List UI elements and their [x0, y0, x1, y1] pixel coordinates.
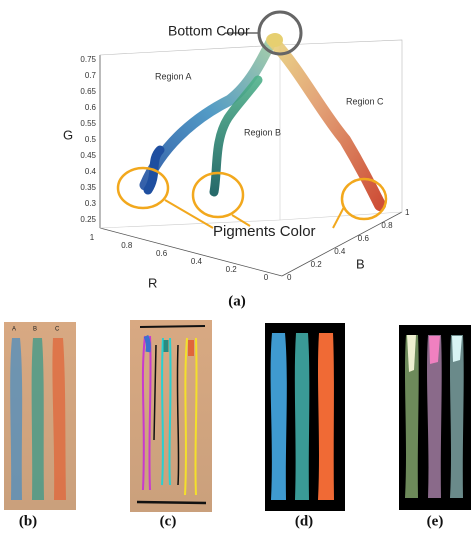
pigment-circle — [340, 177, 388, 221]
tick-label: 0.35 — [80, 183, 96, 192]
panel-c: (c) — [130, 320, 212, 529]
paint-strip — [143, 334, 151, 353]
paint-strip — [10, 338, 23, 500]
tick-label: 0.7 — [85, 71, 97, 80]
tick-label: 0.8 — [121, 241, 133, 250]
panel-e: (e) — [399, 325, 471, 529]
box-edge — [279, 211, 403, 221]
paint-strip — [31, 338, 44, 500]
cloud-region-c — [266, 34, 386, 211]
tick-label: 0.2 — [311, 260, 323, 269]
outline — [136, 500, 207, 505]
tick-label: 0.75 — [80, 55, 96, 64]
annotation: Region B — [244, 127, 281, 137]
annotation: Region A — [155, 71, 192, 81]
tick-label: 0.4 — [334, 247, 346, 256]
paint-strip — [407, 335, 416, 372]
strip-label: C — [55, 327, 60, 333]
paint-strip — [427, 335, 442, 498]
outline — [161, 337, 172, 486]
cloud-top — [267, 33, 283, 47]
panel-b: A B C (b) — [4, 322, 76, 529]
tick-label: 0.6 — [156, 249, 168, 258]
tick-label: 0 — [264, 273, 269, 282]
annotation: Bottom Color — [168, 23, 250, 39]
tick-label: 0.3 — [85, 199, 97, 208]
strip-label: B — [33, 327, 37, 333]
paint-strip — [52, 338, 66, 500]
b-axis — [281, 211, 403, 277]
pointer — [164, 199, 214, 229]
pointer — [332, 206, 345, 229]
box-edge — [99, 39, 403, 212]
caption: (b) — [19, 513, 37, 529]
panel-a: Bottom Color Region A Region B Region C … — [63, 10, 410, 309]
caption: (d) — [295, 513, 313, 529]
tick-label: 0.25 — [80, 215, 96, 224]
paint-strip — [452, 336, 462, 362]
paint-strip — [405, 335, 419, 498]
tick-label: 0.55 — [80, 119, 96, 128]
tick-label: 1 — [405, 208, 410, 217]
outline — [153, 344, 180, 486]
tick-label: 0.5 — [85, 135, 97, 144]
tick-label: 0.6 — [358, 234, 370, 243]
pigment-circle — [116, 166, 170, 210]
tick-label: 1 — [90, 233, 95, 242]
panel-d: (d) — [265, 323, 345, 529]
paint-strip — [294, 333, 310, 500]
tick-label: 0.4 — [191, 257, 203, 266]
axis-label: R — [148, 275, 157, 290]
paint-strip — [450, 335, 464, 498]
annotation: Pigments Color — [213, 223, 316, 240]
tick-label: 0.65 — [80, 87, 96, 96]
pointer — [231, 214, 251, 227]
r-axis — [99, 227, 283, 277]
paint-strip — [429, 336, 440, 364]
ticks: 0.75 0.7 0.65 0.6 0.55 0.5 0.45 0.4 0.35 0.3 0.25 1… — [80, 55, 410, 282]
strip-label: A — [12, 327, 16, 333]
paint-strip — [270, 333, 287, 500]
box-edge — [99, 219, 281, 229]
axis-label: B — [356, 256, 365, 271]
tick-label: 0.45 — [80, 151, 96, 160]
tick-label: 0.4 — [85, 167, 97, 176]
outline — [184, 337, 198, 496]
cloud-region-a — [143, 145, 165, 195]
tick-label: 0.8 — [381, 221, 393, 230]
axis-label: G — [63, 127, 73, 142]
outline — [139, 325, 206, 328]
tick-label: 0.2 — [226, 265, 238, 274]
cloud-region-a — [139, 34, 278, 191]
annotation: Region C — [346, 96, 384, 106]
caption: (c) — [160, 513, 177, 529]
caption: (a) — [228, 293, 246, 309]
pigment-circle — [191, 171, 245, 219]
paint-strip — [318, 333, 334, 500]
tick-label: 0.6 — [85, 103, 97, 112]
tick-label: 0 — [287, 273, 292, 282]
caption: (e) — [427, 513, 444, 529]
